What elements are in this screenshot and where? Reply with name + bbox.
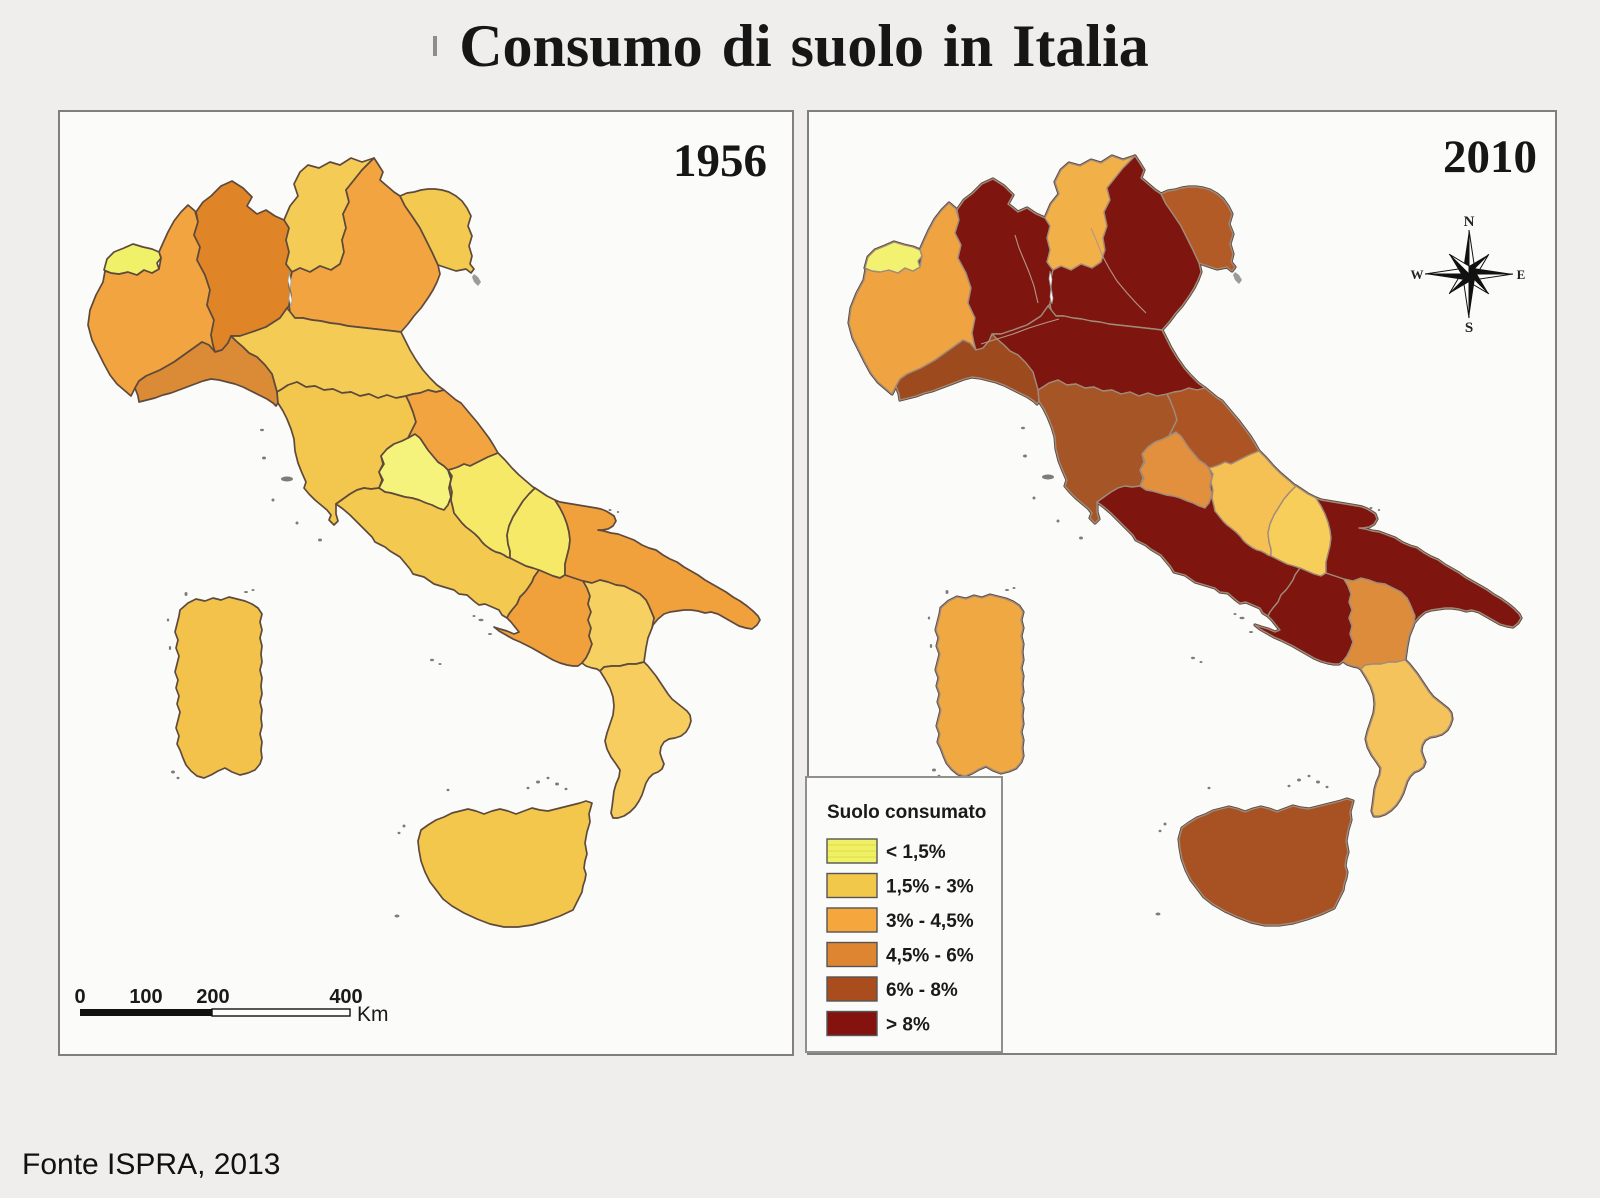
svg-text:E: E	[1517, 267, 1526, 282]
svg-text:6% - 8%: 6% - 8%	[886, 980, 958, 1001]
svg-text:200: 200	[196, 986, 229, 1008]
svg-text:N: N	[1464, 214, 1475, 230]
svg-text:0: 0	[74, 986, 85, 1008]
svg-text:100: 100	[129, 986, 162, 1008]
svg-text:1956: 1956	[673, 135, 767, 187]
svg-text:Fonte ISPRA, 2013: Fonte ISPRA, 2013	[22, 1148, 281, 1181]
svg-text:2010: 2010	[1443, 131, 1537, 183]
svg-text:< 1,5%: < 1,5%	[886, 842, 946, 863]
svg-text:> 8%: > 8%	[886, 1015, 930, 1036]
svg-text:W: W	[1411, 267, 1424, 282]
svg-text:S: S	[1465, 320, 1473, 336]
svg-text:Km: Km	[357, 1003, 389, 1026]
svg-text:3% - 4,5%: 3% - 4,5%	[886, 911, 974, 932]
svg-text:Suolo consumato: Suolo consumato	[827, 802, 986, 823]
svg-text:400: 400	[329, 986, 362, 1008]
svg-text:4,5% - 6%: 4,5% - 6%	[886, 946, 974, 967]
svg-text:1,5% - 3%: 1,5% - 3%	[886, 877, 974, 898]
svg-text:Consumo di suolo in Italia: Consumo di suolo in Italia	[459, 13, 1149, 79]
